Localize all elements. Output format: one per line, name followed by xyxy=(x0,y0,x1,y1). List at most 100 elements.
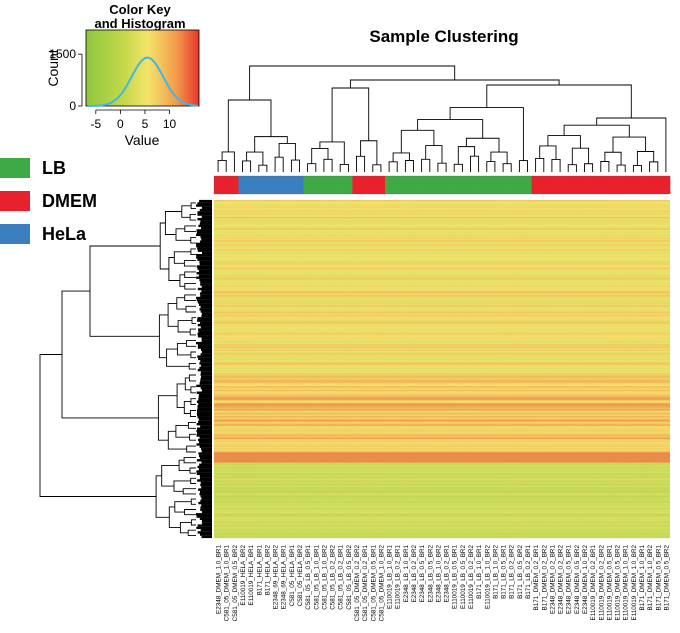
dendrogram-link xyxy=(388,161,398,172)
heatmap-row xyxy=(214,210,670,212)
dendrogram-link xyxy=(421,158,431,172)
sample-label: B171_DMEM_0.5_BR2 xyxy=(663,545,670,611)
group-strip-cell xyxy=(442,176,451,194)
heatmap-row xyxy=(214,262,670,264)
heatmap-row xyxy=(214,509,670,511)
color-key-histogram xyxy=(87,56,198,107)
heatmap-row xyxy=(214,444,670,446)
group-strip-cell xyxy=(499,176,508,194)
dendrogram-link xyxy=(604,151,622,166)
row-dendrogram-link xyxy=(177,320,192,333)
heatmap-row xyxy=(214,430,670,432)
heatmap-row xyxy=(214,353,670,355)
heatmap-row xyxy=(214,305,670,307)
heatmap-row xyxy=(214,261,670,263)
heatmap-row xyxy=(214,406,670,409)
row-dendrogram-link xyxy=(186,445,196,453)
row-dendrogram-link xyxy=(184,294,196,302)
dendrogram-link xyxy=(404,160,414,172)
sample-label: E2348_LB_1.0_BR1 xyxy=(403,545,410,603)
heatmap-row xyxy=(214,523,670,526)
heatmap-row xyxy=(214,366,670,368)
row-dendrogram-link xyxy=(188,374,196,382)
heatmap-row xyxy=(214,216,670,219)
heatmap-row xyxy=(214,245,670,247)
heatmap-row xyxy=(214,486,670,488)
group-strip-cell xyxy=(523,176,532,194)
heatmap-row xyxy=(214,352,670,354)
heatmap-row xyxy=(214,254,670,257)
heatmap-row xyxy=(214,532,670,535)
sample-label: B171_DMEM_0.5_BR1 xyxy=(655,545,662,611)
legend-swatch-hela xyxy=(0,224,30,244)
row-dendrogram-link xyxy=(183,457,196,464)
sample-label: C581_05_LB_1.0_BR1 xyxy=(313,545,320,610)
group-strip-cell xyxy=(556,176,565,194)
heatmap-row xyxy=(214,395,670,397)
heatmap-row xyxy=(214,336,670,338)
row-dendrogram-link xyxy=(183,259,196,267)
heatmap-row xyxy=(214,497,670,500)
heatmap-row xyxy=(214,211,670,214)
heatmap-row xyxy=(214,385,670,388)
heatmap-row xyxy=(214,458,670,461)
row-dendrogram-link xyxy=(179,274,185,287)
row-dendrogram-link xyxy=(189,410,196,417)
row-dendrogram-link xyxy=(182,488,196,495)
row-dendrogram-link xyxy=(179,521,192,534)
group-strip-cell xyxy=(507,176,516,194)
dendrogram-link xyxy=(307,163,317,172)
dendrogram-link xyxy=(242,160,252,172)
sample-label: E110019_HELA_BR1 xyxy=(248,545,255,606)
heatmap-row xyxy=(214,200,670,202)
heatmap-row xyxy=(214,311,670,314)
heatmap-row xyxy=(214,218,670,220)
heatmap-row xyxy=(214,461,670,463)
heatmap-row xyxy=(214,372,670,375)
heatmap-row xyxy=(214,331,670,333)
group-strip-cell xyxy=(653,176,663,194)
heatmap-row xyxy=(214,504,670,506)
color-key-title-line2: and Histogram xyxy=(94,16,185,31)
group-strip-cell xyxy=(303,176,313,194)
heatmap-row xyxy=(214,513,670,515)
heatmap-row xyxy=(214,215,670,218)
heatmap-row xyxy=(214,288,670,290)
heatmap-row xyxy=(214,457,670,459)
heatmap-row xyxy=(214,411,670,414)
group-strip-cell xyxy=(254,176,264,194)
dendrogram-link xyxy=(449,107,524,161)
heatmap-row xyxy=(214,502,670,505)
dendrogram-link xyxy=(547,135,581,149)
heatmap-row xyxy=(214,374,670,376)
heatmap-row xyxy=(214,393,670,396)
heatmap-row xyxy=(214,354,670,357)
legend-swatch-dmem xyxy=(0,191,30,211)
heatmap-row xyxy=(214,445,670,448)
heatmap-row xyxy=(214,330,670,332)
dendrogram-link xyxy=(400,129,435,153)
heatmap-row xyxy=(214,396,670,398)
dendrogram-link xyxy=(457,146,476,165)
heatmap-row xyxy=(214,318,670,320)
group-strip-cell xyxy=(580,176,589,194)
heatmap-row xyxy=(214,291,670,293)
heatmap-row xyxy=(214,404,670,406)
row-dendrogram-link xyxy=(184,271,196,279)
heatmap-row xyxy=(214,408,670,410)
heatmap-row xyxy=(214,467,670,470)
group-strip-cell xyxy=(572,176,581,194)
heatmap-row xyxy=(214,405,670,407)
group-strip-cell xyxy=(515,176,524,194)
heatmap-row xyxy=(214,252,670,254)
color-key-y-tick-label: 1500 xyxy=(49,47,76,61)
heatmap-row xyxy=(214,380,670,383)
row-dendrogram-link xyxy=(166,348,190,367)
heatmap-row xyxy=(214,431,670,433)
sample-label: C581_05_DMEM_1.0_BR1 xyxy=(224,545,231,622)
heatmap-row xyxy=(214,410,670,413)
heatmap-row xyxy=(214,514,670,517)
sample-label: B171_LB_0.5_BR2 xyxy=(517,545,524,599)
group-strip-cell xyxy=(613,176,622,194)
